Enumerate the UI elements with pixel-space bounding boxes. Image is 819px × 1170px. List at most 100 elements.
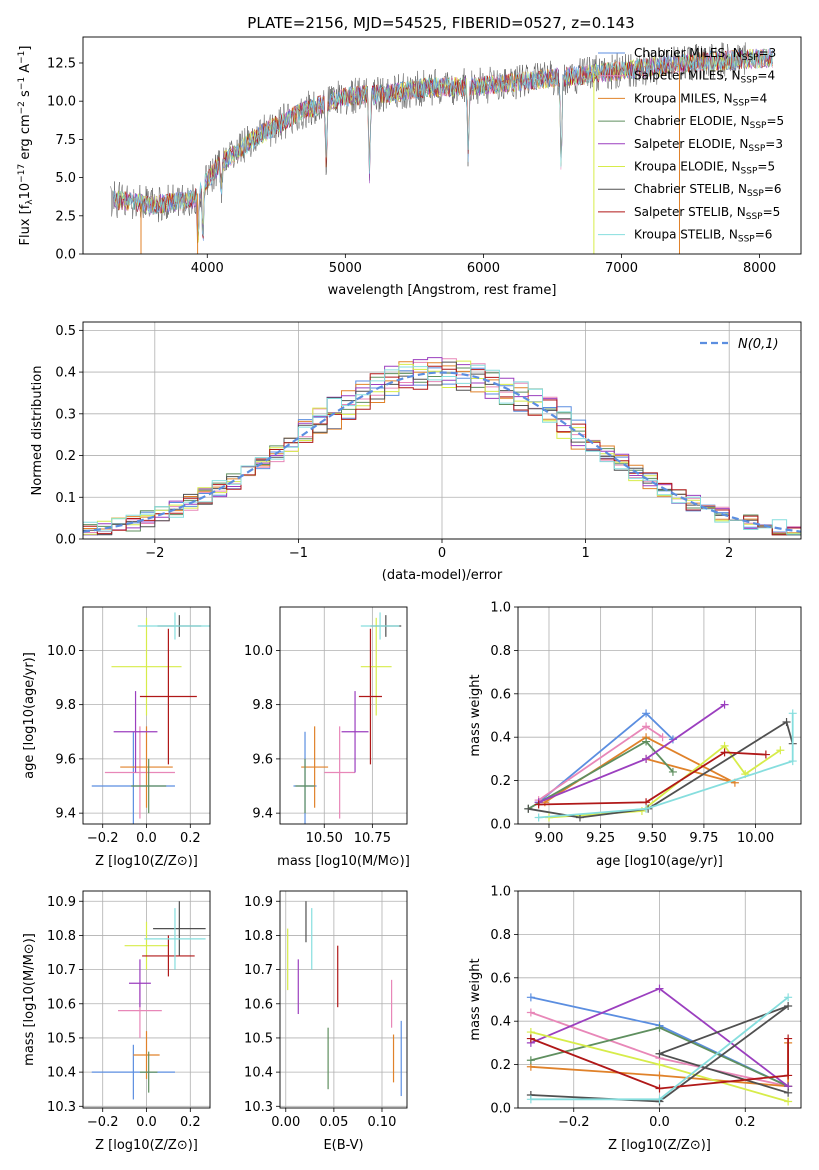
spectrum-legend-label: Salpeter MILES, NSSP=4 [634, 69, 775, 86]
residuals-xtick-label: −2 [145, 546, 164, 561]
weight-vs-age-point-marker [788, 757, 797, 766]
label-part: Salpeter ELODIE, N [634, 137, 748, 151]
spectrum-xtick-label: 6000 [467, 261, 500, 276]
spectrum-legend-label: Kroupa MILES, NSSP=4 [634, 91, 767, 108]
weight-vs-Z-point-marker [655, 1023, 664, 1032]
residuals-xtick-label: −1 [289, 546, 308, 561]
weight-vs-age-point-marker [658, 733, 667, 742]
normal-pdf-curve [83, 371, 801, 533]
age-vs-mass-ytick-label: 9.8 [252, 698, 273, 713]
mass-vs-ebv-ytick-label: 10.7 [244, 963, 273, 978]
label-part: SSP [741, 76, 758, 86]
spectrum-title: PLATE=2156, MJD=54525, FIBERID=0527, z=0… [247, 14, 634, 32]
label-part: −17 [17, 164, 27, 183]
mass-vs-Z-ylabel: mass [log10(M/M⊙)] [22, 933, 37, 1066]
label-part: =5 [757, 160, 775, 174]
age-vs-mass-ytick-label: 10.0 [244, 644, 273, 659]
weight-vs-Z-ylabel: mass weight [468, 958, 483, 1040]
label-part: 10 [18, 183, 33, 200]
spectrum-xtick-label: 4000 [191, 261, 224, 276]
age-vs-mass-axes-frame [279, 606, 408, 825]
weight-vs-age-ytick-label: 0.8 [490, 644, 511, 659]
weight-vs-age-point-marker [776, 746, 785, 755]
weight-vs-age-point-marker [642, 709, 651, 718]
mass-vs-ebv-ytick-label: 10.9 [244, 895, 273, 910]
label-part: Kroupa ELODIE, N [634, 160, 741, 174]
weight-vs-Z-ytick-label: 1.0 [490, 885, 511, 900]
label-part: SSP [748, 144, 765, 154]
weight-vs-age-point-marker [524, 804, 533, 813]
label-part: Chabrier MILES, N [634, 46, 742, 60]
mass-vs-Z-xlabel: Z [log10(Z/Z⊙)] [95, 1138, 198, 1153]
label-part: ] [18, 46, 33, 51]
spectrum-ytick-label: 0.0 [55, 248, 76, 263]
weight-vs-age-point-marker [642, 722, 651, 731]
weight-vs-Z-xlabel: Z [log10(Z/Z⊙)] [608, 1138, 711, 1153]
weight-vs-Z-ytick-label: 0.0 [490, 1102, 511, 1117]
weight-vs-Z-point-marker [526, 993, 535, 1002]
age-vs-Z-ytick-label: 10.0 [47, 644, 76, 659]
weight-vs-Z-point-marker [784, 1088, 793, 1097]
residuals-ytick-label: 0.4 [55, 366, 76, 381]
label-part: Kroupa MILES, N [634, 91, 733, 105]
label-part: Kroupa STELIB, N [634, 228, 738, 242]
mass-vs-Z-ytick-label: 10.7 [47, 963, 76, 978]
residuals-ytick-label: 0.0 [55, 533, 76, 548]
label-part: −1 [17, 51, 27, 64]
mass-vs-Z-xtick-label: 0.0 [136, 1115, 157, 1130]
residuals-ytick-label: 0.1 [55, 491, 76, 506]
weight-vs-age-ytick-label: 0.0 [490, 818, 511, 833]
weight-vs-age-series-line [538, 713, 794, 819]
mass-vs-Z-ytick-label: 10.8 [47, 929, 76, 944]
weight-vs-age-xtick-label: 9.50 [638, 831, 667, 846]
spectrum-lines [110, 42, 773, 254]
residuals-ylabel: Normed distribution [30, 366, 45, 496]
age-vs-Z-xtick-label: 0.0 [136, 831, 157, 846]
weight-vs-age-ytick-label: 0.6 [490, 687, 511, 702]
label-part: Salpeter MILES, N [634, 69, 741, 83]
weight-vs-Z-point-marker [784, 1097, 793, 1106]
spectrum-legend-label: Chabrier MILES, NSSP=3 [634, 46, 776, 63]
spectrum-ylabel: Flux [fλ10−17 erg cm−2 s−1 A−1] [17, 46, 35, 246]
weight-vs-Z-point-marker [655, 1071, 664, 1080]
label-part: Flux [f [18, 204, 33, 245]
label-part: =4 [750, 91, 768, 105]
label-part: SSP [742, 53, 759, 63]
age-vs-Z-xtick-label: 0.2 [180, 831, 201, 846]
residuals-legend-label: N(0,1) [738, 337, 779, 352]
label-part: λ [25, 199, 35, 205]
spectrum-legend-label: Chabrier STELIB, NSSP=6 [634, 182, 782, 199]
age-vs-mass-ytick-label: 9.4 [252, 807, 273, 822]
age-vs-mass-xtick-label: 10.50 [306, 831, 343, 846]
residuals-xtick-label: 1 [581, 546, 589, 561]
age-vs-Z-xlabel: Z [log10(Z/Z⊙)] [95, 854, 198, 869]
weight-vs-Z-point-marker [784, 1002, 793, 1011]
label-part: =4 [757, 69, 775, 83]
weight-vs-Z-series-line [530, 1037, 789, 1090]
weight-vs-age-ytick-label: 1.0 [490, 601, 511, 616]
label-part: =5 [766, 114, 784, 128]
residuals-axes-frame [82, 321, 802, 540]
weight-vs-age-point-marker [534, 813, 543, 822]
weight-vs-age-xtick-label: 9.25 [586, 831, 615, 846]
label-part: SSP [741, 167, 758, 177]
weight-vs-age-xtick-label: 10.00 [737, 831, 774, 846]
label-part: −2 [17, 101, 27, 114]
spectrum-ytick-label: 5.0 [55, 171, 76, 186]
weight-vs-age-lines [524, 700, 797, 822]
spectrum-legend-label: Kroupa STELIB, NSSP=6 [634, 228, 772, 245]
weight-vs-age-point-marker [720, 700, 729, 709]
mass-vs-ebv-axes-frame [279, 890, 408, 1109]
label-part: Chabrier ELODIE, N [634, 114, 750, 128]
weight-vs-Z-point-marker [655, 1060, 664, 1069]
mass-vs-Z-axes-frame [82, 890, 211, 1109]
mass-vs-ebv-ytick-label: 10.3 [244, 1100, 273, 1115]
spectrum-xtick-label: 8000 [743, 261, 776, 276]
histogram-series [83, 365, 801, 536]
label-part: SSP [738, 235, 755, 245]
label-part: =3 [765, 137, 783, 151]
residuals-xtick-label: 0 [438, 546, 446, 561]
label-part: SSP [746, 212, 763, 222]
mass-vs-ebv-ytick-label: 10.6 [244, 997, 273, 1012]
weight-vs-age-ytick-label: 0.4 [490, 731, 511, 746]
